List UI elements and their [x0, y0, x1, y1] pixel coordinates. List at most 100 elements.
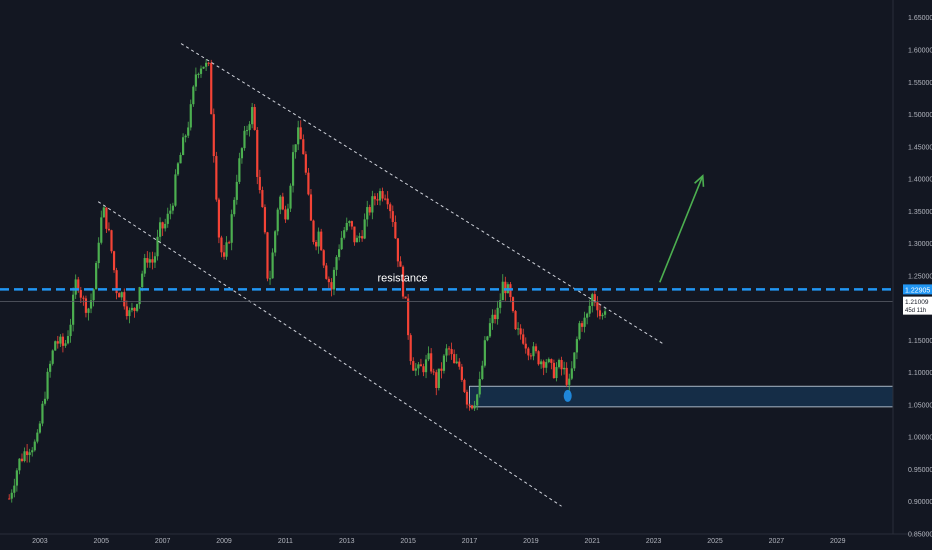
candle-down	[419, 364, 423, 367]
candle-up	[332, 269, 336, 290]
y-tick-label: 1.15000	[908, 338, 932, 345]
candle-down	[220, 237, 223, 253]
candle-up	[72, 294, 75, 325]
candle-down	[389, 204, 392, 212]
candle-up	[601, 314, 604, 317]
candle-up	[355, 237, 359, 243]
candle-up	[54, 341, 57, 351]
candle-up	[205, 62, 208, 67]
candle-up	[481, 365, 484, 380]
candle-down	[511, 297, 515, 312]
y-tick-label: 1.50000	[908, 112, 932, 119]
candle-down	[552, 362, 556, 379]
candle-up	[476, 394, 479, 406]
candle-up	[274, 231, 277, 253]
candle-up	[100, 217, 103, 243]
candle-up	[417, 364, 420, 369]
candle-up	[545, 362, 548, 368]
candle-up	[135, 304, 139, 311]
candle-down	[447, 348, 451, 350]
candle-down	[537, 351, 540, 365]
x-tick-label: 2007	[155, 538, 171, 545]
candle-down	[146, 258, 149, 263]
x-tick-label: 2011	[278, 538, 293, 545]
candle-down	[26, 451, 29, 456]
candle-down	[430, 353, 433, 372]
candle-down	[550, 359, 553, 363]
candle-up	[573, 352, 576, 369]
candle-up	[156, 236, 159, 257]
candle-down	[384, 198, 387, 200]
candle-up	[36, 432, 39, 442]
candle-down	[394, 221, 397, 239]
candle-up	[31, 450, 34, 453]
y-tick-label: 1.40000	[908, 177, 932, 184]
candle-down	[215, 156, 218, 200]
candle-up	[97, 242, 100, 264]
drawings-layer: resistance	[0, 43, 893, 507]
candle-up	[345, 222, 348, 231]
channel-lower-line	[97, 201, 562, 507]
candle-up	[164, 223, 167, 229]
candle-up	[575, 339, 579, 353]
candle-up	[184, 135, 187, 138]
candle-up	[153, 256, 157, 263]
candle-up	[194, 74, 197, 87]
candle-up	[141, 273, 144, 288]
candle-up	[245, 130, 249, 132]
candle-up	[199, 68, 203, 74]
x-tick-label: 2019	[523, 538, 539, 545]
candle-down	[580, 323, 584, 327]
candle-down	[263, 207, 267, 233]
candle-up	[478, 379, 481, 395]
candle-up	[378, 191, 382, 201]
x-tick-label: 2015	[400, 538, 416, 545]
candle-up	[486, 336, 489, 341]
candle-up	[424, 359, 428, 373]
candle-down	[432, 371, 435, 373]
candle-up	[442, 355, 446, 371]
candle-up	[427, 353, 430, 360]
candle-down	[391, 211, 394, 222]
candle-up	[496, 307, 499, 320]
candle-up	[225, 242, 228, 257]
candle-up	[414, 368, 417, 371]
candle-up	[563, 367, 566, 370]
candle-down	[524, 343, 527, 349]
candle-up	[289, 185, 292, 209]
candle-down	[79, 290, 82, 298]
candle-up	[348, 221, 351, 223]
candle-down	[593, 294, 596, 303]
candle-up	[179, 154, 182, 164]
candle-down	[304, 154, 307, 173]
candle-down	[463, 379, 466, 392]
candle-down	[222, 252, 226, 257]
y-tick-label: 1.00000	[908, 435, 932, 442]
candle-down	[450, 349, 453, 355]
candle-up	[363, 219, 366, 239]
candle-down	[386, 198, 389, 205]
candle-down	[105, 207, 108, 229]
resistance-price-tag	[903, 284, 932, 295]
candle-down	[527, 348, 530, 356]
candle-up	[294, 144, 297, 153]
y-tick-label: 1.10000	[908, 370, 932, 377]
y-tick-label: 1.55000	[908, 80, 932, 87]
low-marker	[563, 389, 572, 402]
candle-down	[353, 226, 356, 243]
candle-up	[38, 423, 41, 433]
candle-down	[330, 282, 333, 290]
resistance-label: resistance	[377, 272, 427, 284]
candle-down	[258, 176, 261, 191]
candle-up	[171, 205, 174, 211]
y-tick-label: 1.30000	[908, 241, 932, 248]
candle-up	[176, 163, 180, 175]
candle-down	[210, 62, 213, 115]
candle-up	[174, 174, 177, 206]
candle-up	[445, 348, 448, 356]
candle-down	[84, 298, 88, 313]
candle-up	[437, 368, 440, 389]
candle-down	[302, 139, 305, 155]
candle-up	[130, 307, 134, 311]
